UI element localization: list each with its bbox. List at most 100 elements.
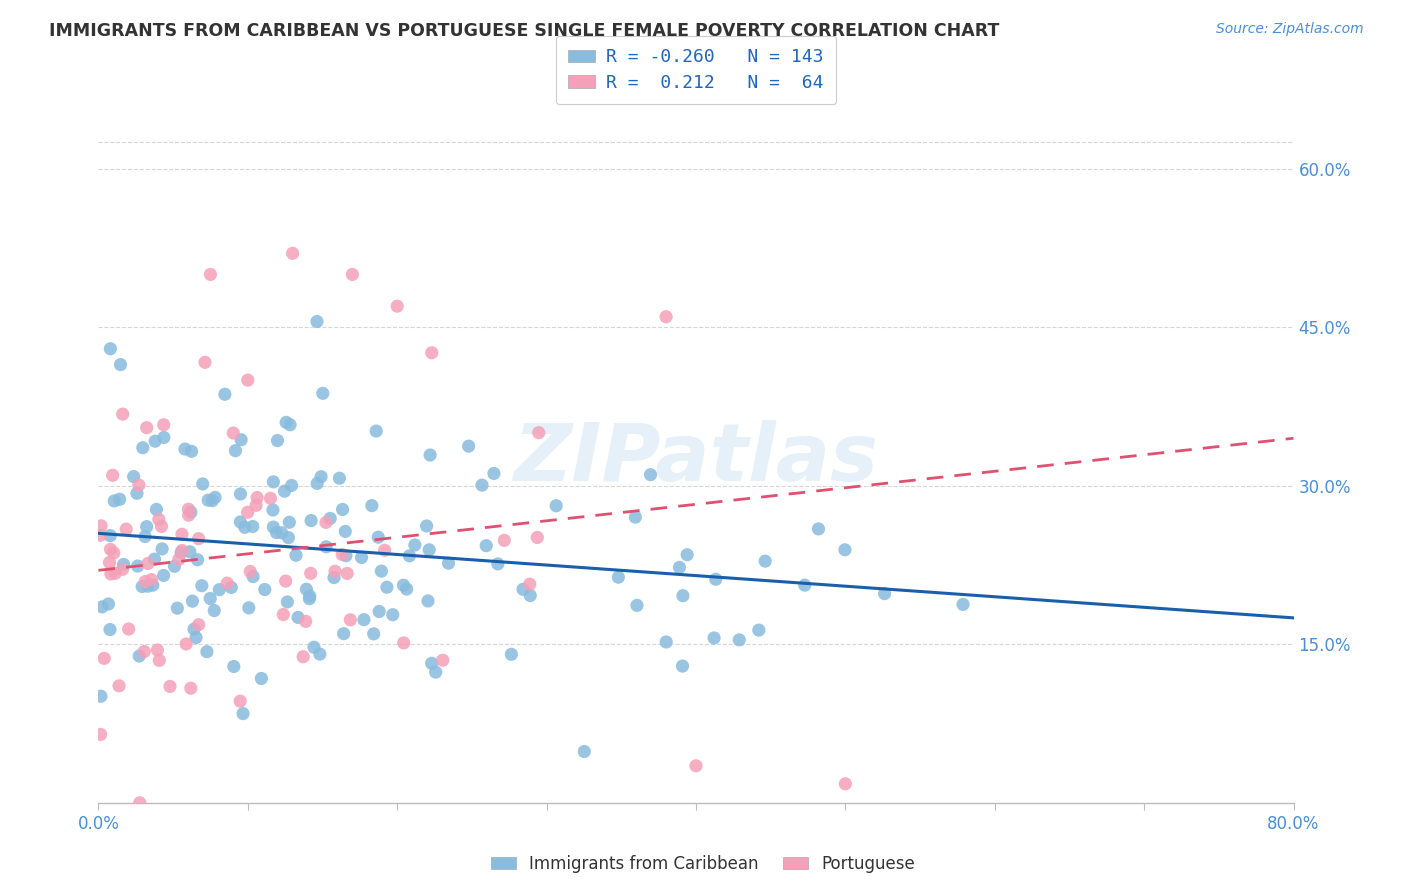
Portuguese bbox=[342, 268, 364, 282]
Immigrants from Caribbean bbox=[425, 665, 447, 679]
Immigrants from Caribbean bbox=[309, 469, 332, 483]
Portuguese bbox=[152, 417, 174, 432]
Immigrants from Caribbean bbox=[574, 745, 596, 759]
Immigrants from Caribbean bbox=[229, 433, 252, 447]
Immigrants from Caribbean bbox=[233, 520, 256, 534]
Portuguese bbox=[385, 299, 409, 313]
Portuguese bbox=[217, 576, 239, 591]
Portuguese bbox=[194, 355, 217, 369]
Text: IMMIGRANTS FROM CARIBBEAN VS PORTUGUESE SINGLE FEMALE POVERTY CORRELATION CHART: IMMIGRANTS FROM CARIBBEAN VS PORTUGUESE … bbox=[49, 22, 1000, 40]
Immigrants from Caribbean bbox=[308, 647, 330, 661]
Immigrants from Caribbean bbox=[280, 478, 302, 492]
Immigrants from Caribbean bbox=[222, 659, 245, 673]
Immigrants from Caribbean bbox=[363, 627, 385, 641]
Portuguese bbox=[172, 543, 194, 558]
Immigrants from Caribbean bbox=[676, 548, 699, 562]
Immigrants from Caribbean bbox=[219, 581, 242, 595]
Immigrants from Caribbean bbox=[242, 569, 264, 583]
Legend: R = -0.260   N = 143, R =  0.212   N =  64: R = -0.260 N = 143, R = 0.212 N = 64 bbox=[555, 36, 837, 104]
Portuguese bbox=[200, 268, 222, 282]
Immigrants from Caribbean bbox=[262, 503, 284, 517]
Portuguese bbox=[141, 573, 163, 587]
Immigrants from Caribbean bbox=[229, 487, 252, 501]
Immigrants from Caribbean bbox=[395, 582, 418, 596]
Immigrants from Caribbean bbox=[262, 520, 284, 534]
Immigrants from Caribbean bbox=[131, 580, 153, 594]
Portuguese bbox=[294, 615, 316, 629]
Immigrants from Caribbean bbox=[323, 570, 346, 584]
Portuguese bbox=[148, 512, 170, 526]
Immigrants from Caribbean bbox=[197, 493, 219, 508]
Immigrants from Caribbean bbox=[512, 582, 534, 597]
Portuguese bbox=[128, 796, 150, 810]
Immigrants from Caribbean bbox=[191, 477, 214, 491]
Immigrants from Caribbean bbox=[307, 476, 329, 491]
Immigrants from Caribbean bbox=[655, 635, 678, 649]
Immigrants from Caribbean bbox=[392, 578, 415, 592]
Immigrants from Caribbean bbox=[366, 424, 388, 438]
Portuguese bbox=[103, 546, 125, 560]
Portuguese bbox=[374, 543, 396, 558]
Text: ZIPatlas: ZIPatlas bbox=[513, 420, 879, 499]
Immigrants from Caribbean bbox=[353, 613, 375, 627]
Immigrants from Caribbean bbox=[229, 515, 252, 529]
Immigrants from Caribbean bbox=[437, 556, 460, 570]
Immigrants from Caribbean bbox=[152, 568, 174, 582]
Immigrants from Caribbean bbox=[375, 580, 398, 594]
Immigrants from Caribbean bbox=[184, 631, 207, 645]
Immigrants from Caribbean bbox=[607, 570, 630, 584]
Portuguese bbox=[323, 564, 346, 578]
Immigrants from Caribbean bbox=[404, 538, 426, 552]
Portuguese bbox=[159, 680, 181, 694]
Immigrants from Caribbean bbox=[238, 600, 260, 615]
Immigrants from Caribbean bbox=[370, 564, 392, 578]
Portuguese bbox=[315, 516, 337, 530]
Immigrants from Caribbean bbox=[135, 519, 157, 533]
Portuguese bbox=[148, 653, 170, 667]
Immigrants from Caribbean bbox=[671, 659, 693, 673]
Portuguese bbox=[330, 548, 353, 562]
Immigrants from Caribbean bbox=[181, 594, 204, 608]
Portuguese bbox=[655, 310, 678, 324]
Portuguese bbox=[93, 651, 115, 665]
Portuguese bbox=[177, 508, 200, 523]
Portuguese bbox=[392, 636, 415, 650]
Immigrants from Caribbean bbox=[418, 542, 440, 557]
Portuguese bbox=[245, 498, 267, 512]
Immigrants from Caribbean bbox=[335, 524, 357, 539]
Immigrants from Caribbean bbox=[112, 558, 135, 572]
Portuguese bbox=[236, 505, 259, 519]
Portuguese bbox=[180, 681, 202, 696]
Immigrants from Caribbean bbox=[381, 607, 404, 622]
Portuguese bbox=[134, 644, 156, 658]
Immigrants from Caribbean bbox=[398, 549, 420, 563]
Portuguese bbox=[432, 653, 454, 667]
Immigrants from Caribbean bbox=[640, 467, 662, 482]
Immigrants from Caribbean bbox=[110, 358, 132, 372]
Immigrants from Caribbean bbox=[420, 657, 443, 671]
Immigrants from Caribbean bbox=[319, 511, 342, 525]
Portuguese bbox=[339, 613, 361, 627]
Immigrants from Caribbean bbox=[332, 626, 354, 640]
Immigrants from Caribbean bbox=[253, 582, 276, 597]
Portuguese bbox=[118, 622, 141, 636]
Portuguese bbox=[834, 777, 856, 791]
Immigrants from Caribbean bbox=[793, 578, 815, 592]
Immigrants from Caribbean bbox=[179, 545, 201, 559]
Portuguese bbox=[271, 607, 294, 622]
Portuguese bbox=[108, 679, 131, 693]
Immigrants from Caribbean bbox=[214, 387, 236, 401]
Portuguese bbox=[259, 491, 281, 506]
Portuguese bbox=[239, 565, 262, 579]
Immigrants from Caribbean bbox=[367, 530, 389, 544]
Portuguese bbox=[111, 562, 134, 576]
Immigrants from Caribbean bbox=[704, 572, 727, 586]
Immigrants from Caribbean bbox=[299, 514, 322, 528]
Immigrants from Caribbean bbox=[204, 491, 226, 505]
Immigrants from Caribbean bbox=[266, 434, 288, 448]
Immigrants from Caribbean bbox=[416, 594, 439, 608]
Immigrants from Caribbean bbox=[415, 519, 437, 533]
Portuguese bbox=[134, 574, 156, 589]
Portuguese bbox=[494, 533, 516, 548]
Immigrants from Caribbean bbox=[90, 690, 112, 704]
